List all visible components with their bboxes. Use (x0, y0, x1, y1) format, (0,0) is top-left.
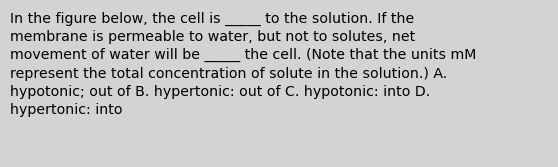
Text: In the figure below, the cell is _____ to the solution. If the
membrane is perme: In the figure below, the cell is _____ t… (10, 12, 477, 117)
